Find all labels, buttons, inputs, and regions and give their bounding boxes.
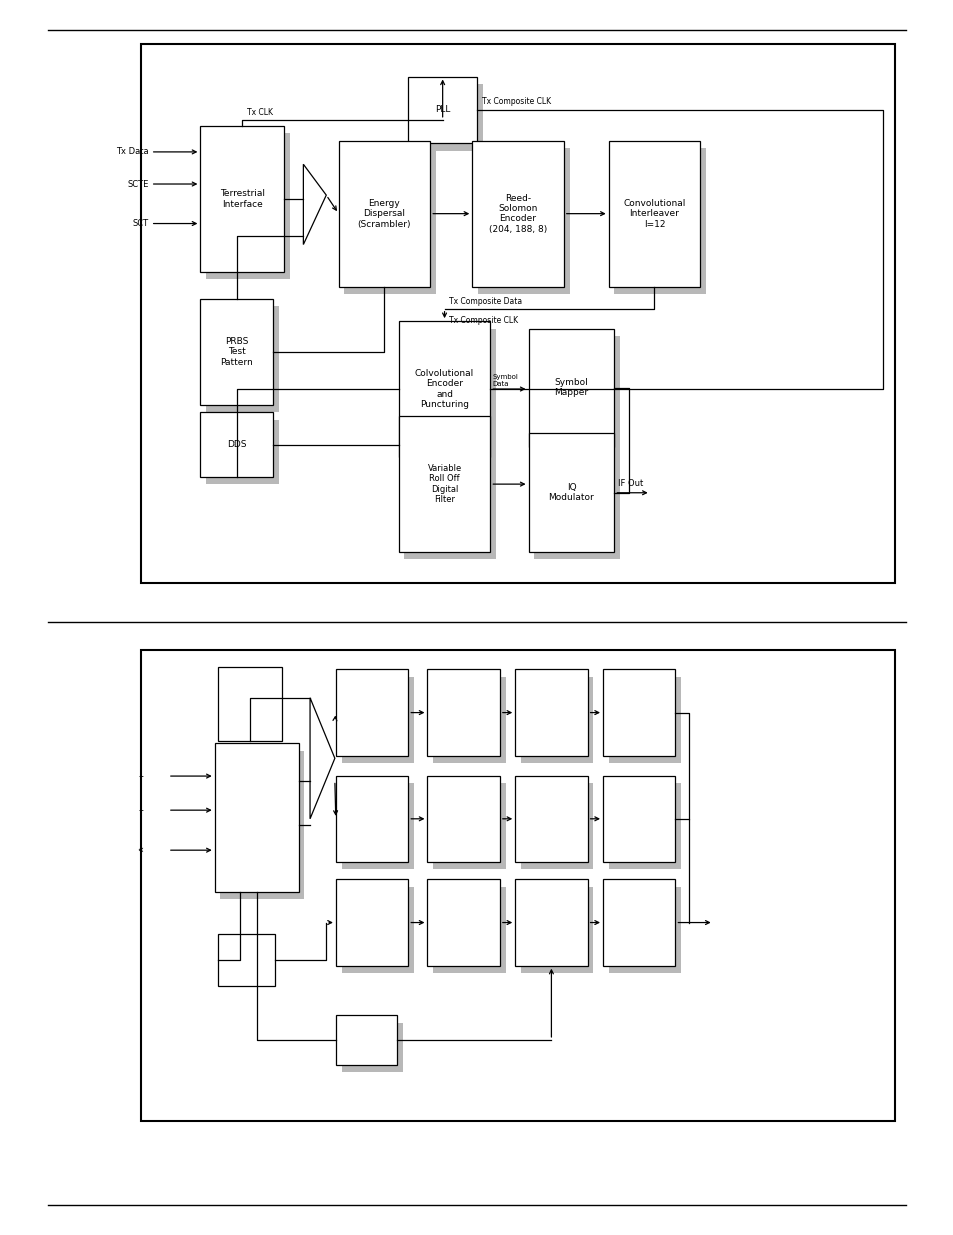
Text: Symbol
Data: Symbol Data — [492, 373, 517, 387]
Bar — [338, 141, 430, 287]
Bar — [206, 306, 278, 412]
Bar — [515, 669, 587, 756]
Text: Colvolutional
Encoder
and
Puncturing: Colvolutional Encoder and Puncturing — [415, 369, 474, 409]
Text: Tx Composite CLK: Tx Composite CLK — [449, 316, 517, 325]
Bar — [335, 879, 408, 966]
Bar — [398, 321, 490, 457]
Text: DDS: DDS — [227, 440, 246, 450]
Text: IF Out: IF Out — [618, 479, 642, 488]
Bar — [200, 126, 284, 272]
Bar — [602, 669, 675, 756]
Bar — [520, 887, 593, 973]
Text: IQ
Modulator: IQ Modulator — [548, 483, 594, 503]
Bar — [614, 148, 705, 294]
Text: Terrestrial
Interface: Terrestrial Interface — [219, 189, 265, 209]
Text: «: « — [137, 845, 143, 855]
Bar — [477, 148, 569, 294]
Bar — [414, 84, 482, 151]
Bar — [602, 879, 675, 966]
Bar — [404, 424, 496, 559]
Bar — [408, 77, 476, 143]
Bar — [427, 776, 499, 862]
Bar — [433, 783, 505, 869]
Bar — [534, 441, 619, 559]
Bar — [515, 776, 587, 862]
Bar — [341, 677, 414, 763]
Text: Reed-
Solomon
Encoder
(204, 188, 8): Reed- Solomon Encoder (204, 188, 8) — [488, 194, 547, 233]
Bar — [398, 416, 490, 552]
Bar — [206, 133, 290, 279]
Bar — [335, 776, 408, 862]
Bar — [341, 783, 414, 869]
Bar — [404, 329, 496, 464]
Bar — [608, 141, 700, 287]
Bar — [200, 299, 273, 405]
Bar — [344, 148, 436, 294]
Bar — [528, 329, 614, 447]
Text: Variable
Roll Off
Digital
Filter: Variable Roll Off Digital Filter — [427, 464, 461, 504]
Bar — [206, 420, 278, 484]
Bar — [214, 743, 298, 892]
Bar — [427, 879, 499, 966]
Text: Energy
Dispersal
(Scrambler): Energy Dispersal (Scrambler) — [357, 199, 411, 228]
Text: Tx Composite CLK: Tx Composite CLK — [481, 98, 550, 106]
Text: Tx Composite Data: Tx Composite Data — [449, 298, 522, 306]
Bar — [217, 667, 282, 741]
Bar — [472, 141, 563, 287]
Text: PRBS
Test
Pattern: PRBS Test Pattern — [220, 337, 253, 367]
Bar — [608, 677, 680, 763]
Bar — [534, 336, 619, 454]
Text: Tx CLK: Tx CLK — [247, 109, 273, 117]
Bar — [602, 776, 675, 862]
Bar — [335, 1015, 396, 1065]
Bar — [341, 1023, 402, 1072]
Bar — [515, 879, 587, 966]
Bar — [200, 412, 273, 477]
Bar — [141, 650, 894, 1121]
Text: –: – — [138, 805, 143, 815]
Text: Symbol
Mapper: Symbol Mapper — [554, 378, 588, 398]
Polygon shape — [310, 698, 335, 819]
Bar — [217, 934, 274, 986]
Bar — [520, 677, 593, 763]
Text: SCTE: SCTE — [128, 179, 149, 189]
Text: Tx Data: Tx Data — [116, 147, 149, 157]
Bar — [528, 433, 614, 552]
Text: PLL: PLL — [435, 105, 450, 115]
Bar — [427, 669, 499, 756]
Bar — [220, 751, 304, 899]
Bar — [608, 783, 680, 869]
Text: SCT: SCT — [132, 219, 149, 228]
Bar — [341, 887, 414, 973]
Polygon shape — [303, 164, 326, 245]
Text: –: – — [138, 771, 143, 781]
Bar — [335, 669, 408, 756]
Text: Convolutional
Interleaver
I=12: Convolutional Interleaver I=12 — [622, 199, 685, 228]
Bar — [608, 887, 680, 973]
Bar — [433, 887, 505, 973]
Bar — [141, 44, 894, 583]
Bar — [520, 783, 593, 869]
Bar — [433, 677, 505, 763]
